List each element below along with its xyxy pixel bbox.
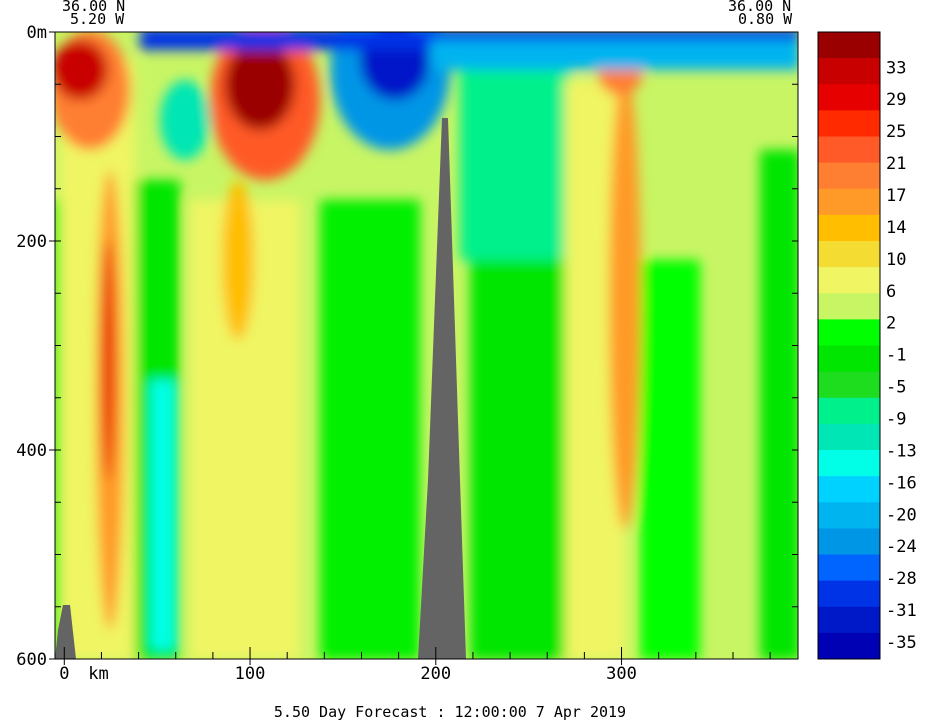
y-tick-label: 0m: [27, 23, 47, 43]
colorbar-label: 17: [886, 186, 906, 206]
x-tick-label: 100: [235, 664, 266, 684]
colorbar-label: -24: [886, 537, 917, 557]
colorbar-label: 21: [886, 154, 906, 174]
colorbar-swatch: [818, 397, 880, 425]
colorbar-swatch: [818, 110, 880, 137]
colorbar-swatch: [818, 606, 880, 634]
colorbar-labels: 33 29 25 21 17 14 10 6 2 -1 -5 -9 -13 -16 -20 -24 -28 -31…: [886, 58, 917, 653]
teal-patch-1: [460, 60, 570, 260]
colorbar: [818, 32, 880, 660]
end-lat-label: 36.00 N: [728, 0, 791, 15]
colorbar-frame: [817, 31, 881, 660]
colorbar-swatch: [818, 241, 880, 268]
colorbar-swatch: [818, 214, 880, 242]
start-lat-label: 36.00 N: [62, 0, 125, 15]
y-tick-label: 200: [16, 232, 47, 252]
colorbar-label: 25: [886, 122, 906, 142]
colorbar-swatch: [818, 580, 880, 608]
colorbar-label: 10: [886, 250, 906, 270]
colorbar-label: -35: [886, 633, 917, 653]
colorbar-swatch: [818, 423, 880, 451]
colorbar-swatch: [818, 476, 880, 503]
y-tick-label: 600: [16, 650, 47, 670]
plot-area: [55, 32, 798, 659]
cyan-mid-patch: [160, 80, 210, 160]
y-tick-label: 400: [16, 441, 47, 461]
western-slope-land: [55, 605, 76, 659]
colorbar-swatch: [818, 162, 880, 190]
end-lon-label: 0.80 W: [738, 10, 793, 28]
seamount: [418, 118, 466, 659]
y-axis: 0m 200 400 600: [16, 23, 798, 670]
x-tick-label: 0: [59, 664, 69, 684]
colorbar-swatch: [818, 293, 880, 320]
jet-west-core: [55, 40, 108, 100]
chart-title: 5.50 Day Forecast : 12:00:00 7 Apr 2019: [274, 703, 626, 721]
colorbar-swatch: [818, 528, 880, 555]
jet-100km-core: [225, 40, 295, 130]
x-unit-label: km: [88, 664, 108, 684]
colorbar-label: -5: [886, 378, 906, 398]
colorbar-label: 14: [886, 218, 906, 238]
x-tick-label: 300: [606, 664, 637, 684]
jet-deep-west-core: [102, 240, 114, 480]
x-axis: 0 100 200 300 km: [59, 647, 771, 684]
jet-100km-tail: [222, 180, 254, 340]
colorbar-label: 6: [886, 282, 896, 302]
colorbar-swatch: [818, 267, 880, 294]
colorbar-swatch: [818, 502, 880, 529]
colorbar-label: -9: [886, 410, 906, 430]
colorbar-swatch: [818, 554, 880, 582]
x-tick-label: 200: [420, 664, 451, 684]
jet-300km: [609, 70, 641, 530]
colorbar-swatch: [818, 345, 880, 373]
colorbar-swatch: [818, 188, 880, 216]
colorbar-swatch: [818, 58, 880, 85]
colorbar-swatch: [818, 450, 880, 477]
colorbar-label: -16: [886, 473, 917, 493]
colorbar-label: -20: [886, 505, 917, 525]
colorbar-swatch: [818, 371, 880, 399]
cyan-surface-strip: [430, 40, 798, 70]
cyan-band: [150, 380, 175, 650]
colorbar-label: -28: [886, 569, 917, 589]
colorbar-label: -13: [886, 441, 917, 461]
colorbar-label: 33: [886, 58, 906, 78]
green-band-5: [760, 150, 798, 659]
colorbar-label: -1: [886, 346, 906, 366]
green-band-2: [320, 200, 420, 659]
colorbar-swatch: [818, 632, 880, 660]
start-lon-label: 5.20 W: [70, 10, 125, 28]
colorbar-swatch: [818, 136, 880, 164]
green-band-4: [640, 260, 700, 659]
colorbar-label: 29: [886, 90, 906, 110]
colorbar-swatch: [818, 32, 880, 59]
colorbar-label: 2: [886, 314, 896, 334]
colorbar-swatch: [818, 84, 880, 111]
colorbar-swatch: [818, 319, 880, 346]
colorbar-label: -31: [886, 601, 917, 621]
